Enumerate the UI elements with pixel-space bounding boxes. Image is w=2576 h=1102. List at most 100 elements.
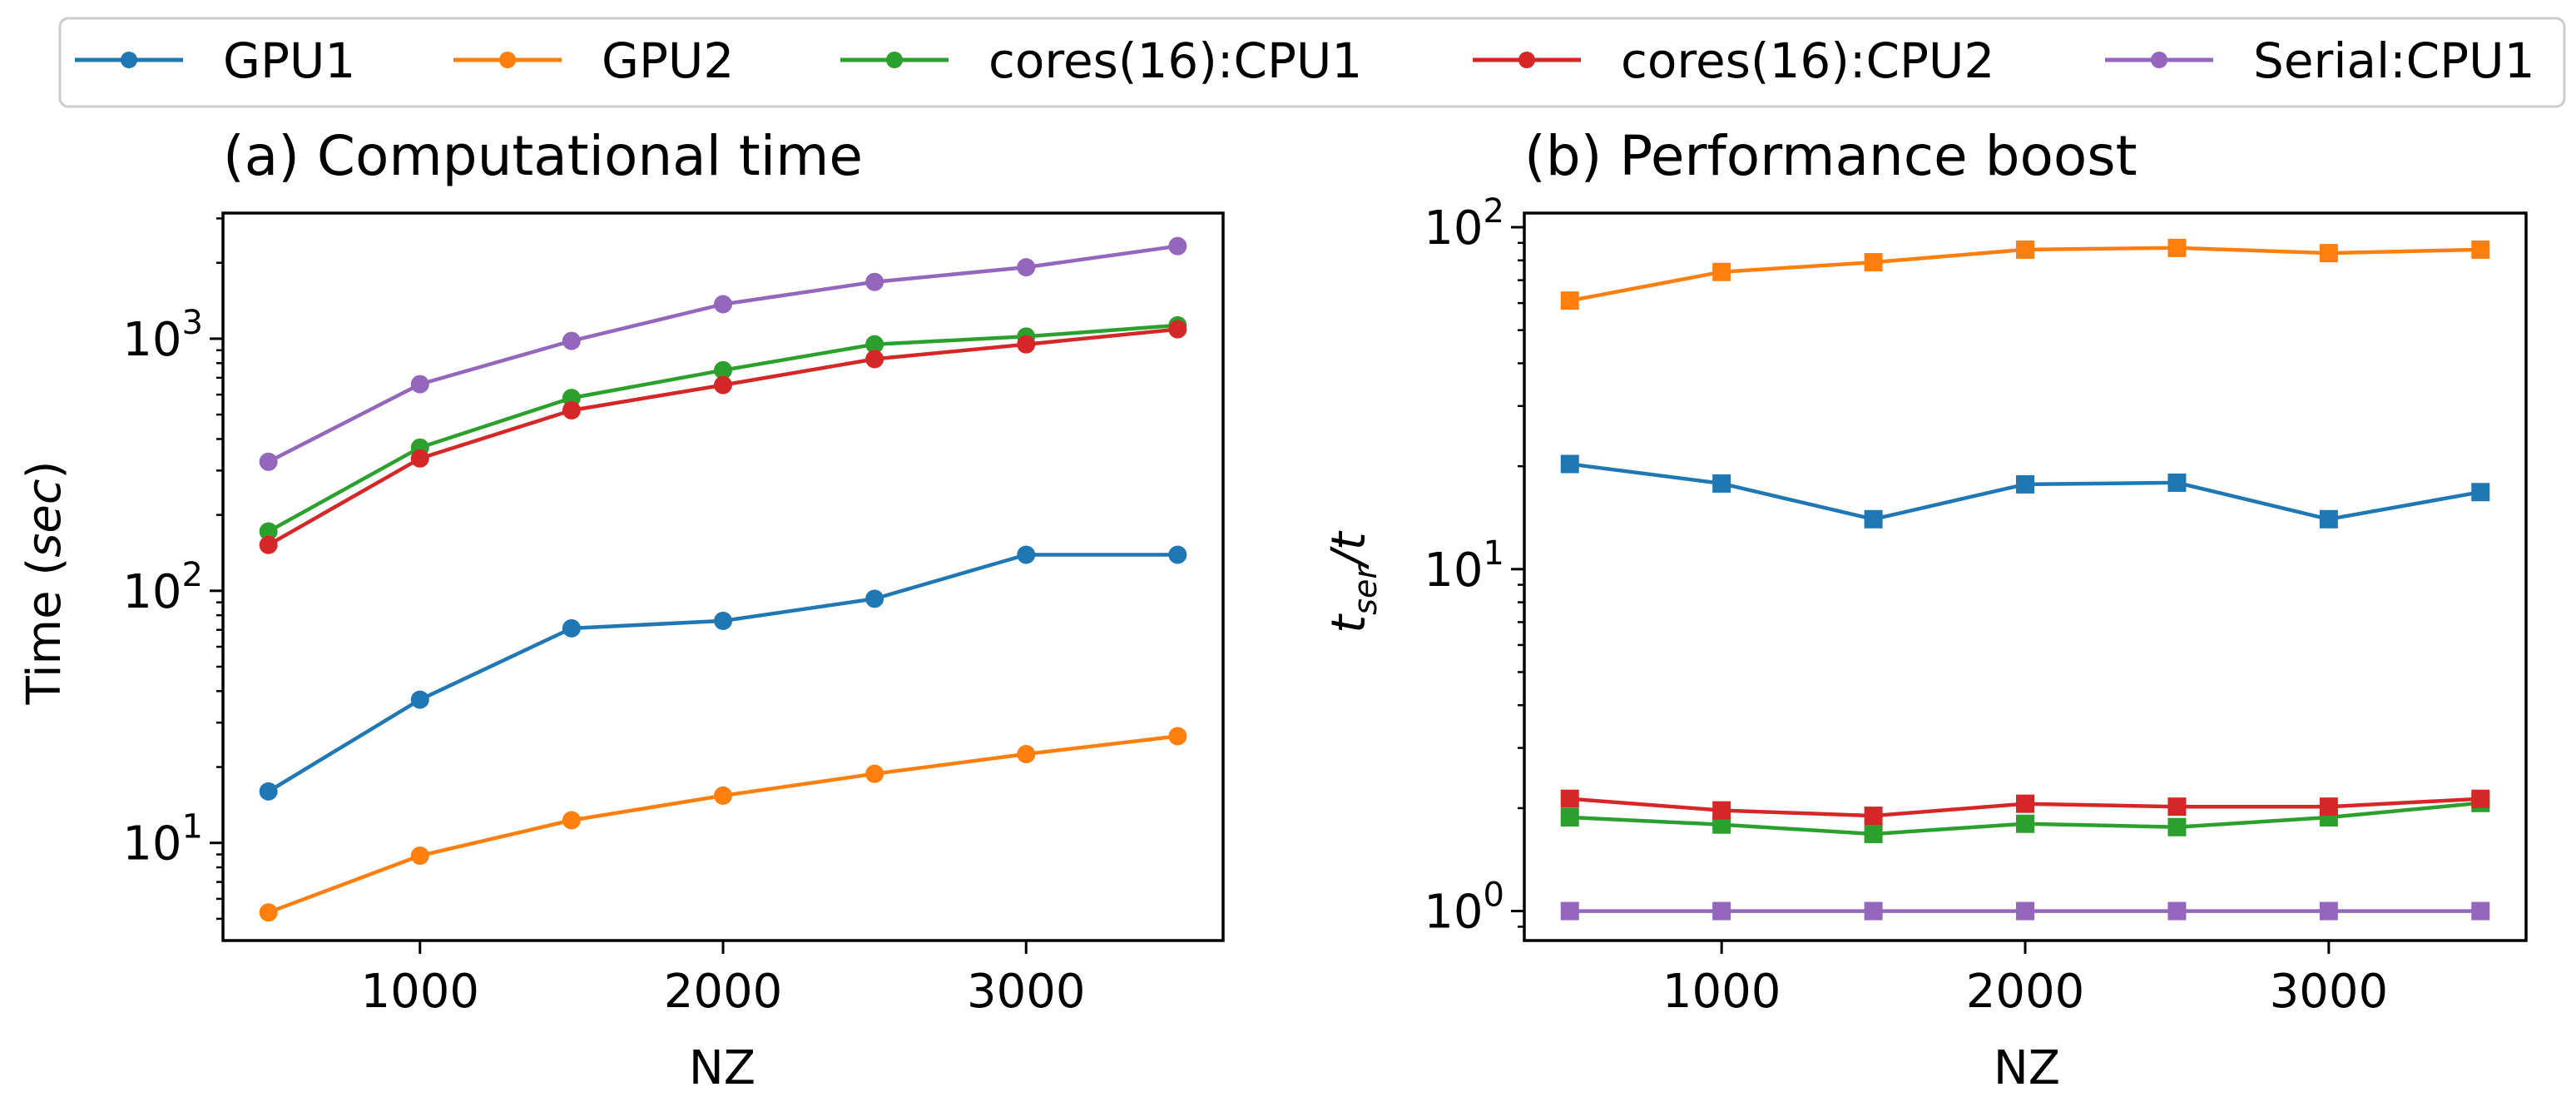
data-point: [562, 618, 581, 638]
y-tick-label: 100: [1424, 876, 1504, 940]
legend-label: cores(16):CPU2: [1621, 32, 1994, 89]
data-point: [1712, 815, 1731, 834]
data-point: [1560, 789, 1579, 808]
y-tick-label: 102: [1424, 192, 1504, 256]
data-point: [714, 611, 732, 630]
data-point: [1712, 801, 1731, 820]
legend-label: Serial:CPU1: [2253, 32, 2534, 89]
panel-performance-boost: (b) Performance boost 100 101 102 1000 2000 3…: [1322, 124, 2528, 1095]
data-point: [2319, 901, 2338, 921]
series-serial-cpu1: [1560, 901, 2490, 921]
panel-a-title: (a) Computational time: [223, 124, 863, 188]
data-point: [1168, 727, 1187, 746]
data-point: [2016, 794, 2034, 813]
data-point: [259, 782, 278, 801]
series-gpu2: [259, 727, 1187, 922]
data-point: [1864, 253, 1883, 272]
data-point: [2016, 474, 2034, 494]
data-point: [410, 375, 429, 394]
legend-marker: [1518, 52, 1535, 68]
series-gpu1: [259, 545, 1187, 801]
series-cores-16-cpu2: [1560, 789, 2490, 826]
data-point: [1864, 509, 1883, 529]
y-tick-label: 102: [122, 556, 203, 619]
data-point: [1864, 901, 1883, 921]
panel-b-xlabel: NZ: [1994, 1041, 2060, 1095]
data-point: [1168, 320, 1187, 339]
plot-frame: [221, 211, 1225, 942]
data-point: [2016, 814, 2034, 833]
data-point: [1017, 258, 1036, 277]
data-point: [2167, 238, 2187, 257]
x-tick-label: 1000: [1662, 965, 1781, 1019]
data-point: [410, 846, 429, 866]
data-point: [1017, 545, 1036, 564]
legend-label: cores(16):CPU1: [988, 32, 1362, 89]
legend-label: GPU1: [223, 32, 355, 89]
legend-frame: [58, 17, 2566, 108]
plot-frame: [1523, 211, 2528, 942]
series-gpu2: [1560, 238, 2490, 310]
panel-b-ylabel: tser/t: [1322, 530, 1384, 633]
data-point: [1560, 291, 1579, 310]
legend-entry: cores(16):CPU2: [1473, 32, 1994, 89]
data-point: [562, 331, 581, 350]
legend-marker: [886, 52, 903, 68]
legend-entry: Serial:CPU1: [2105, 32, 2534, 89]
data-point: [714, 375, 732, 395]
legend-entry: GPU1: [75, 32, 355, 89]
data-point: [865, 764, 884, 783]
legend-marker: [121, 52, 137, 68]
data-point: [2471, 789, 2490, 808]
legend-entry: GPU2: [453, 32, 734, 89]
data-point: [2471, 901, 2490, 921]
x-tick-label: 3000: [967, 965, 1086, 1019]
y-tick-label: 101: [122, 808, 203, 871]
data-point: [2016, 901, 2034, 921]
data-point: [1168, 545, 1187, 564]
data-point: [2167, 901, 2187, 921]
data-point: [259, 535, 278, 554]
data-point: [1712, 262, 1731, 281]
series-serial-cpu1: [259, 236, 1187, 471]
panel-computational-time: (a) Computational time 101 102 103 1000 2000…: [17, 124, 1225, 1095]
data-point: [1168, 236, 1187, 256]
series-line: [267, 734, 1178, 915]
data-point: [2167, 473, 2187, 492]
data-point: [714, 786, 732, 805]
x-tick-label: 1000: [360, 965, 479, 1019]
data-point: [2319, 797, 2338, 817]
data-point: [1017, 335, 1036, 354]
data-point: [1017, 745, 1036, 764]
series-cores-16-cpu2: [259, 320, 1187, 554]
data-point: [562, 811, 581, 830]
data-point: [865, 589, 884, 608]
series-cores-16-cpu1: [259, 315, 1187, 541]
data-point: [2016, 240, 2034, 259]
data-point: [1712, 474, 1731, 493]
legend-label: GPU2: [602, 32, 734, 89]
data-point: [714, 360, 732, 380]
panel-b-title: (b) Performance boost: [1524, 124, 2138, 188]
data-point: [259, 903, 278, 922]
series-line: [267, 323, 1178, 534]
legend-marker: [499, 52, 516, 68]
data-point: [2167, 797, 2187, 817]
x-tick-label: 2000: [664, 965, 783, 1019]
data-point: [2319, 244, 2338, 263]
data-point: [865, 335, 884, 354]
data-point: [714, 295, 732, 314]
data-point: [2167, 817, 2187, 836]
data-point: [2471, 240, 2490, 259]
data-point: [1712, 901, 1731, 921]
data-point: [1560, 807, 1579, 826]
data-point: [2471, 483, 2490, 502]
legend-marker: [2151, 52, 2167, 68]
series-line: [267, 553, 1178, 793]
data-point: [562, 400, 581, 419]
series-gpu1: [1560, 454, 2490, 529]
data-point: [865, 350, 884, 369]
legend: GPU1 GPU2 cores(16):CPU1 cores(16):CPU2 Seri…: [58, 17, 2566, 108]
x-tick-label: 2000: [1966, 965, 2085, 1019]
